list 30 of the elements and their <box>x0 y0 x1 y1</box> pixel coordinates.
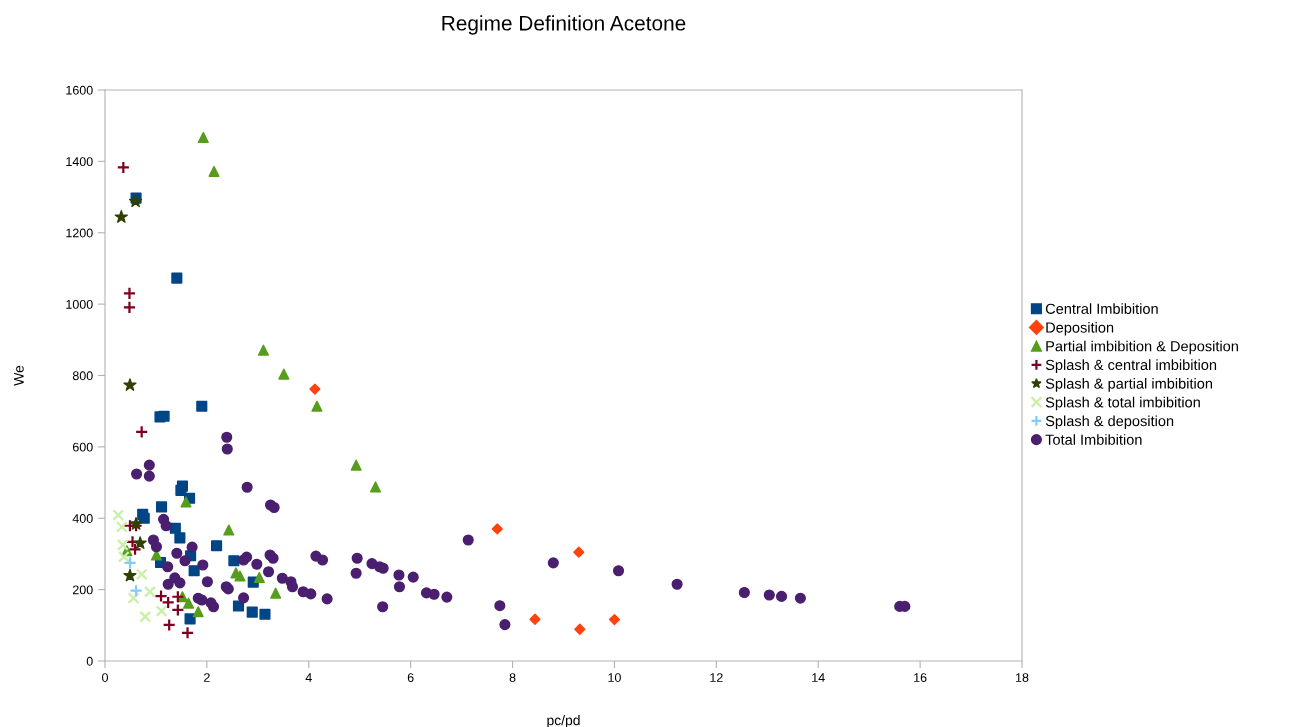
y-tick-label: 1600 <box>66 85 93 95</box>
y-tick-label: 800 <box>72 371 93 381</box>
y-axis-title: We <box>14 365 24 386</box>
y-tick-label: 600 <box>72 442 93 452</box>
legend-label: Partial imbibition & Deposition <box>1046 340 1238 355</box>
legend-label: Deposition <box>1046 321 1114 336</box>
y-tick-label: 400 <box>72 514 93 523</box>
x-tick-label: 10 <box>608 673 621 682</box>
legend-label: Splash & central imbibition <box>1045 359 1217 373</box>
legend-label: Total Imbibition <box>1045 434 1142 445</box>
x-tick-label: 4 <box>305 673 312 682</box>
x-tick-label: 16 <box>914 673 927 682</box>
x-tick-label: 2 <box>204 673 210 682</box>
legend-label: Splash & partial imbibition <box>1045 378 1213 392</box>
x-tick-label: 14 <box>812 673 825 682</box>
y-tick-label: 1400 <box>66 157 93 167</box>
x-tick-label: 12 <box>710 673 723 682</box>
chart-title: Regime Definition Acetone <box>442 15 686 35</box>
y-tick-label: 1200 <box>66 228 93 238</box>
y-tick-label: 0 <box>86 656 93 666</box>
legend-label: Central Imbibition <box>1045 303 1158 314</box>
x-tick-label: 8 <box>509 673 516 682</box>
x-tick-label: 6 <box>407 673 414 682</box>
x-axis-title: pc/pd <box>547 715 580 727</box>
x-tick-label: 18 <box>1016 673 1029 682</box>
y-tick-label: 1000 <box>66 299 93 309</box>
y-tick-label: 200 <box>72 585 93 595</box>
legend-label: Splash & total imbibition <box>1045 396 1200 411</box>
x-tick-label: 0 <box>102 673 108 682</box>
legend-label: Splash & deposition <box>1045 415 1174 430</box>
